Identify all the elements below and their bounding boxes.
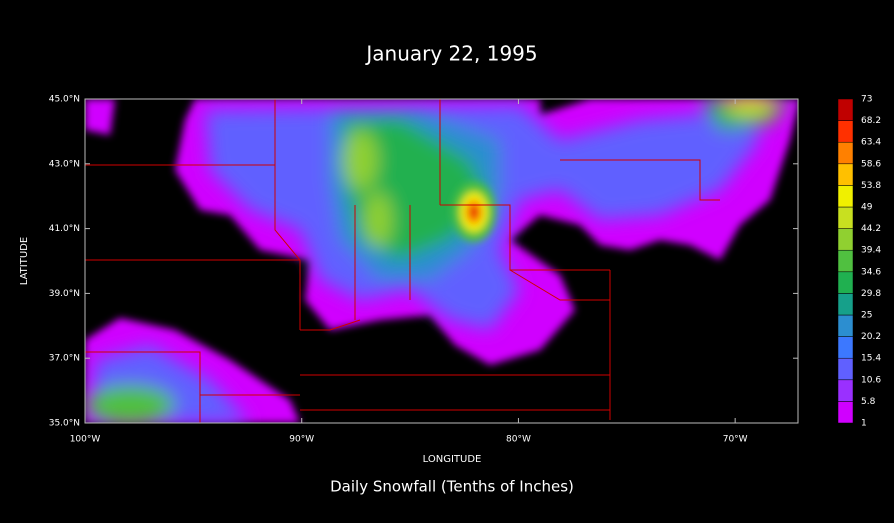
color-band (837, 120, 854, 143)
colorbar-label: 25 (861, 311, 872, 321)
color-band (837, 336, 854, 359)
colorbar-label: 29.8 (861, 289, 881, 299)
y-tick-label: 37.0°N (49, 354, 80, 364)
colorbar-label: 10.6 (861, 375, 881, 385)
color-band (837, 314, 854, 337)
colorbar-label: 15.4 (861, 354, 881, 364)
colorbar-label: 20.2 (861, 332, 881, 342)
color-band (837, 293, 854, 316)
x-tick-label: 70°W (723, 435, 748, 445)
color-band (837, 163, 854, 186)
y-tick-label: 43.0°N (49, 159, 80, 169)
x-tick-label: 90°W (289, 435, 314, 445)
colorbar-label: 49 (861, 203, 873, 213)
colorbar-label: 58.6 (861, 159, 881, 169)
color-band (837, 401, 854, 424)
color-band (837, 141, 854, 165)
subtitle: Daily Snowfall (Tenths of Inches) (330, 478, 574, 496)
color-band (837, 249, 854, 273)
x-axis-label: LONGITUDE (423, 454, 482, 465)
x-tick-label: 100°W (70, 435, 101, 445)
colorbar-label: 44.2 (861, 224, 881, 234)
title: January 22, 1995 (364, 42, 537, 66)
color-band (837, 379, 854, 402)
colorbar-label: 53.8 (861, 181, 881, 191)
color-band (837, 98, 854, 121)
colorbar-label: 5.8 (861, 397, 876, 407)
colorbar-label: 34.6 (861, 267, 881, 277)
y-tick-label: 41.0°N (49, 224, 80, 234)
colorbar-label: 39.4 (861, 246, 881, 256)
color-band (837, 206, 854, 229)
y-axis-label: LATITUDE (19, 237, 30, 285)
x-tick-label: 80°W (506, 435, 531, 445)
y-tick-label: 45.0°N (49, 95, 80, 105)
colorbar-label: 68.2 (861, 116, 881, 126)
color-band (837, 357, 854, 381)
plot-frame (84, 98, 799, 424)
snowfall-field (85, 99, 798, 423)
colorbar-label: 73 (861, 95, 872, 105)
colorbar-label: 1 (861, 419, 867, 429)
colorbar-label: 63.4 (861, 138, 881, 148)
y-tick-label: 39.0°N (49, 289, 80, 299)
color-band (837, 228, 854, 251)
color-band (837, 271, 854, 294)
color-band (837, 185, 854, 208)
y-tick-label: 35.0°N (49, 419, 80, 429)
